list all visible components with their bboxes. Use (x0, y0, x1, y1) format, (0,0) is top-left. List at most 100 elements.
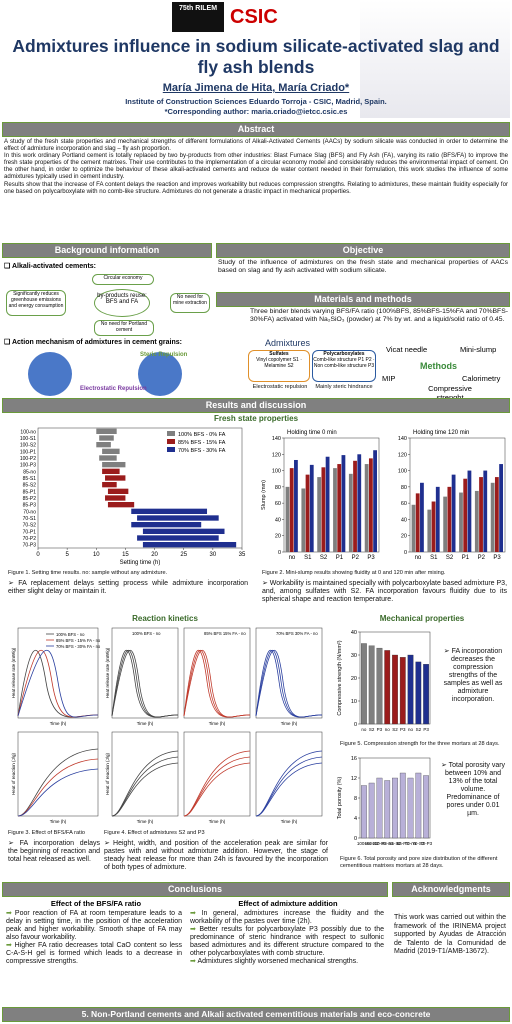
list-item: ➡ Admixtures slightly worsened mechanica… (190, 958, 359, 965)
section-heading: Abstract (2, 122, 510, 137)
bar (407, 654, 414, 725)
legend-label: 85% BFS - 15% FA - no (56, 638, 101, 643)
bar (443, 496, 448, 552)
bar (96, 442, 111, 448)
label: Methods (420, 361, 457, 371)
legend-label: 100% BFS - 0% FA (178, 432, 226, 438)
item-text: Higher FA ratio decreases total CaO cont… (6, 942, 183, 965)
x-tick-label: S1 (304, 555, 312, 561)
bar (376, 777, 383, 839)
item: ❑ Alkali-activated cements: (4, 263, 97, 270)
label: Steric Repulsion (140, 352, 188, 358)
y-tick-label: 100-P2 (20, 456, 36, 462)
bar (337, 464, 342, 552)
bar (376, 647, 383, 725)
y-tick-label: 12 (351, 776, 357, 782)
y-tick-label: 60 (275, 501, 281, 507)
x-tick-label: P2 (352, 555, 360, 561)
legend-label: 70% BFS - 30% FA (178, 448, 226, 454)
x-tick-label: P2 (478, 555, 486, 561)
materials: Three binder blends varying BFS/FA ratio… (250, 308, 508, 323)
y-tick-label: 85-P2 (23, 496, 37, 502)
grain (28, 352, 72, 396)
mechanism-diagram: Steric Repulsion Electrostatic Repulsion (28, 352, 188, 396)
subheading: Reaction kinetics (132, 614, 198, 623)
caption: Figure 5. Compression strength for the t… (340, 741, 500, 747)
x-tick-label: S2 (446, 555, 454, 561)
bar (321, 467, 326, 552)
y-tick-label: 85-S2 (23, 483, 37, 489)
note: ➢ FA incorporation delays the beginning … (8, 840, 100, 863)
acknowledgments: This work was carried out within the fra… (394, 914, 506, 955)
y-tick-label: 100-S2 (20, 443, 36, 449)
x-tick-label: no (289, 555, 296, 561)
institute: Institute of Construction Sciences Eduar… (125, 97, 387, 106)
section-heading: Objective (216, 243, 510, 258)
item-text: Alkali-activated cements: (11, 263, 97, 270)
chart-title: Holding time 120 min (413, 430, 469, 436)
bar (373, 450, 377, 552)
x-tick-label: S2 (369, 727, 375, 732)
x-tick-label: no (408, 727, 414, 732)
legend-label: 85% BFS - 15% FA (178, 440, 226, 446)
node: Polycarboxylates Comb-like structure P1 P… (312, 350, 376, 382)
kinetics-figure: Heat release rate (mW/g) Time (h) Heat of … (11, 627, 323, 824)
bar (467, 470, 472, 552)
bar (102, 448, 120, 454)
list-item: ➡ Better results for polycarboxylate P3 … (190, 926, 385, 957)
bar (420, 482, 424, 552)
bar (142, 542, 237, 548)
bar (364, 464, 369, 552)
x-tick-label: 15 (122, 552, 129, 558)
curve (183, 762, 251, 817)
note: ➢ Workability is maintained specially wi… (262, 580, 508, 603)
x-tick-label: 70-no (405, 841, 417, 846)
y-tick-label: 70-P2 (23, 536, 37, 542)
panel (111, 627, 179, 719)
x-tick-label: P3 (367, 555, 375, 561)
y-axis-label: Heat release rate (mW/g) (105, 647, 110, 698)
y-tick-label: 30 (351, 653, 357, 659)
y-tick-label: 85-no (23, 469, 36, 475)
bar (317, 477, 322, 552)
section-heading: Materials and methods (216, 292, 510, 307)
subheading: Effect of admixture addition (238, 899, 338, 908)
label: Polycarboxylates (323, 351, 365, 357)
x-tick-label: 85-S2 (389, 841, 402, 846)
y-tick-label: 40 (351, 630, 357, 636)
y-tick-label: 20 (275, 534, 281, 540)
legend-swatch (167, 439, 175, 444)
plot-area (37, 427, 243, 549)
y-tick-label: 20 (351, 676, 357, 682)
panel (255, 627, 323, 719)
y-tick-label: 85-P1 (23, 489, 37, 495)
label: Sulfates (269, 351, 289, 357)
y-axis-label: Heat of reaction (J/g) (105, 752, 110, 795)
bar (137, 515, 219, 521)
y-tick-label: 100-S1 (20, 436, 36, 442)
bar (137, 535, 219, 541)
x-axis-label: Setting time (h) (120, 560, 161, 566)
curve (111, 649, 179, 718)
authors: María Jimena de Hita, María Criado* (162, 82, 350, 94)
bar (309, 464, 314, 552)
caption: Figure 2. Mini-slump results showing flu… (262, 570, 446, 576)
section-heading: Background information (2, 243, 212, 258)
x-tick-label: P1 (336, 555, 344, 561)
bar (423, 775, 429, 839)
y-tick-label: 100 (398, 469, 407, 475)
curve (111, 762, 179, 817)
x-tick-label: 100-no (357, 841, 372, 846)
bar (447, 486, 452, 552)
abstract: A study of the fresh state properties an… (4, 138, 508, 195)
y-tick-label: 100 (272, 469, 281, 475)
panel (17, 731, 99, 817)
y-tick-label: 85-S1 (23, 476, 37, 482)
panel (17, 627, 99, 719)
bar (459, 492, 463, 552)
grain (138, 352, 182, 396)
note: ➢ FA incorporation decreases the compres… (443, 648, 503, 703)
bar (423, 664, 429, 725)
y-tick-label: 40 (401, 517, 407, 523)
x-tick-label: 35 (239, 552, 246, 558)
